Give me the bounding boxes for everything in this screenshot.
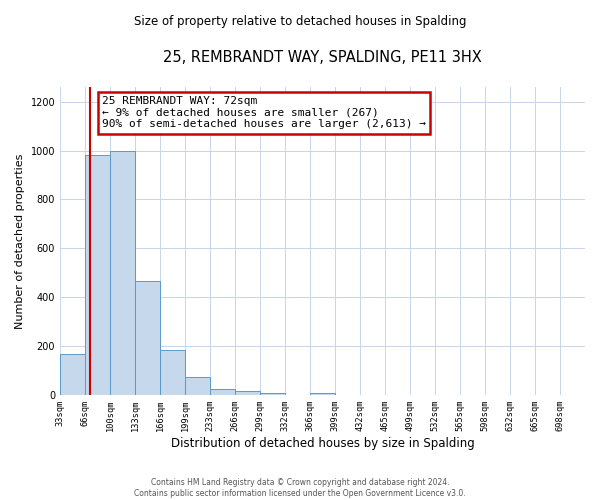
Text: Size of property relative to detached houses in Spalding: Size of property relative to detached ho… — [134, 14, 466, 28]
Bar — [135, 282, 160, 395]
Bar — [110, 150, 135, 395]
Text: 25 REMBRANDT WAY: 72sqm
← 9% of detached houses are smaller (267)
90% of semi-de: 25 REMBRANDT WAY: 72sqm ← 9% of detached… — [102, 96, 426, 130]
Bar — [85, 156, 110, 395]
Text: Contains HM Land Registry data © Crown copyright and database right 2024.
Contai: Contains HM Land Registry data © Crown c… — [134, 478, 466, 498]
Bar — [235, 392, 260, 395]
Bar — [185, 376, 210, 395]
Y-axis label: Number of detached properties: Number of detached properties — [15, 154, 25, 328]
Bar — [160, 350, 185, 395]
Bar — [260, 392, 285, 395]
Bar — [210, 389, 235, 395]
X-axis label: Distribution of detached houses by size in Spalding: Distribution of detached houses by size … — [170, 437, 475, 450]
Title: 25, REMBRANDT WAY, SPALDING, PE11 3HX: 25, REMBRANDT WAY, SPALDING, PE11 3HX — [163, 50, 482, 65]
Bar — [310, 392, 335, 395]
Bar — [60, 354, 85, 395]
